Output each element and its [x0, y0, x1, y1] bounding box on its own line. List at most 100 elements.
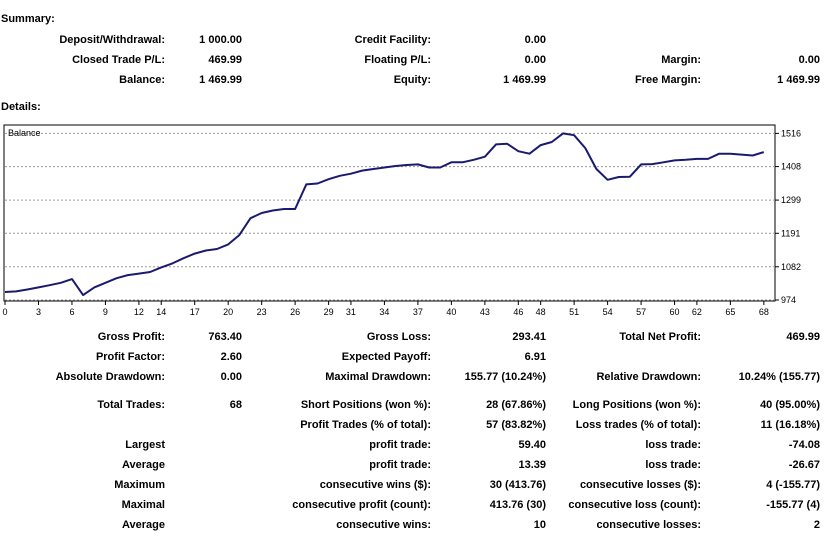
x-tick-label: 68: [759, 307, 769, 317]
x-tick-label: 26: [290, 307, 300, 317]
short-positions-label: Short Positions (won %):: [300, 399, 431, 411]
average-profit-value: 13.39: [518, 459, 546, 471]
profit-trades-value: 57 (83.82%): [486, 419, 546, 431]
expected-payoff-value: 6.91: [524, 351, 546, 363]
x-tick-label: 62: [692, 307, 702, 317]
x-tick-label: 51: [569, 307, 579, 317]
average-label: Average: [121, 459, 165, 471]
closed-pl-value: 469.99: [208, 54, 242, 66]
x-tick-label: 46: [513, 307, 523, 317]
average-profit-label: profit trade:: [369, 459, 431, 471]
equity-label: Equity:: [393, 74, 431, 86]
balance-chart: 974 1082 1191 1299 1408 1516 0 3 6 9 12 14 17 20 23 26…: [2, 124, 801, 317]
x-tick-label: 60: [670, 307, 680, 317]
details-heading: Details:: [1, 101, 41, 113]
x-tick-label: 48: [536, 307, 546, 317]
average-consecutive-label: Average: [121, 519, 165, 531]
x-tick-label: 29: [324, 307, 334, 317]
y-tick-label: 1191: [781, 228, 800, 238]
avg-consecutive-losses-label: consecutive losses:: [596, 519, 701, 531]
balance-label: Balance:: [119, 74, 165, 86]
margin-label: Margin:: [661, 54, 701, 66]
credit-label: Credit Facility:: [354, 34, 431, 46]
balance-value: 1 469.99: [199, 74, 242, 86]
gross-profit-label: Gross Profit:: [97, 331, 165, 343]
max-consecutive-wins-label: consecutive wins ($):: [319, 479, 431, 491]
x-tick-label: 9: [103, 307, 108, 317]
y-tick-label: 974: [781, 295, 796, 305]
chart-plot-area: [3, 124, 776, 302]
maximal-drawdown-label: Maximal Drawdown:: [325, 371, 431, 383]
x-tick-label: 40: [446, 307, 456, 317]
expected-payoff-label: Expected Payoff:: [341, 351, 431, 363]
maximal-consecutive-loss-label: consecutive loss (count):: [568, 499, 701, 511]
largest-loss-label: loss trade:: [645, 439, 701, 451]
total-trades-label: Total Trades:: [97, 399, 165, 411]
x-tick-label: 14: [156, 307, 166, 317]
relative-drawdown-label: Relative Drawdown:: [596, 371, 701, 383]
absolute-drawdown-value: 0.00: [220, 371, 242, 383]
absolute-drawdown-label: Absolute Drawdown:: [55, 371, 165, 383]
loss-trades-label: Loss trades (% of total):: [575, 419, 701, 431]
y-axis-ticks: 974 1082 1191 1299 1408 1516: [775, 128, 801, 305]
x-tick-label: 6: [69, 307, 74, 317]
margin-value: 0.00: [798, 54, 820, 66]
average-loss-value: -26.67: [788, 459, 820, 471]
avg-consecutive-wins-label: consecutive wins:: [336, 519, 431, 531]
maximal-consecutive-profit-value: 413.76 (30): [489, 499, 546, 511]
closed-pl-label: Closed Trade P/L:: [72, 54, 165, 66]
relative-drawdown-value: 10.24% (155.77): [738, 371, 820, 383]
maximal-label: Maximal: [121, 499, 165, 511]
x-tick-label: 0: [2, 307, 7, 317]
x-tick-label: 23: [257, 307, 267, 317]
y-tick-label: 1516: [781, 128, 801, 138]
x-tick-label: 43: [480, 307, 490, 317]
free-margin-value: 1 469.99: [777, 74, 820, 86]
y-tick-label: 1299: [781, 195, 801, 205]
deposit-value: 1 000.00: [199, 34, 242, 46]
x-tick-label: 31: [346, 307, 356, 317]
maximal-consecutive-profit-label: consecutive profit (count):: [292, 499, 431, 511]
max-consecutive-wins-value: 30 (413.76): [489, 479, 546, 491]
average-loss-label: loss trade:: [645, 459, 701, 471]
total-net-profit-label: Total Net Profit:: [619, 331, 701, 343]
profit-trades-label: Profit Trades (% of total):: [300, 419, 431, 431]
x-tick-label: 20: [223, 307, 233, 317]
y-tick-label: 1082: [781, 262, 801, 272]
maximal-consecutive-loss-value: -155.77 (4): [766, 499, 820, 511]
x-tick-label: 54: [603, 307, 613, 317]
balance-series-line: [4, 132, 765, 297]
x-tick-label: 65: [725, 307, 735, 317]
total-net-profit-value: 469.99: [786, 331, 820, 343]
x-tick-label: 17: [190, 307, 200, 317]
loss-trades-value: 11 (16.18%): [760, 419, 820, 431]
gross-loss-label: Gross Loss:: [366, 331, 431, 343]
largest-profit-value: 59.40: [518, 439, 546, 451]
x-tick-label: 12: [134, 307, 144, 317]
long-positions-label: Long Positions (won %):: [572, 399, 701, 411]
max-consecutive-losses-value: 4 (-155.77): [766, 479, 820, 491]
x-tick-label: 3: [36, 307, 41, 317]
equity-value: 1 469.99: [503, 74, 546, 86]
x-tick-label: 57: [636, 307, 646, 317]
floating-pl-label: Floating P/L:: [364, 54, 431, 66]
x-tick-label: 34: [379, 307, 389, 317]
credit-value: 0.00: [524, 34, 546, 46]
profit-factor-value: 2.60: [220, 351, 242, 363]
free-margin-label: Free Margin:: [634, 74, 701, 86]
short-positions-value: 28 (67.86%): [486, 399, 546, 411]
summary-heading: Summary:: [1, 13, 55, 25]
largest-profit-label: profit trade:: [369, 439, 431, 451]
maximal-drawdown-value: 155.77 (10.24%): [464, 371, 546, 383]
y-tick-label: 1408: [781, 162, 801, 172]
total-trades-value: 68: [229, 399, 242, 411]
maximum-label: Maximum: [114, 479, 165, 491]
profit-factor-label: Profit Factor:: [95, 351, 165, 363]
avg-consecutive-wins-value: 10: [533, 519, 546, 531]
largest-loss-value: -74.08: [788, 439, 820, 451]
x-axis-ticks: 0 3 6 9 12 14 17 20 23 26 29 31 34 37 40 43 46 48 51 54 57 60…: [2, 301, 769, 317]
largest-label: Largest: [125, 439, 165, 451]
gross-profit-value: 763.40: [208, 331, 242, 343]
chart-legend: Balance: [8, 128, 41, 138]
gross-loss-value: 293.41: [512, 331, 546, 343]
